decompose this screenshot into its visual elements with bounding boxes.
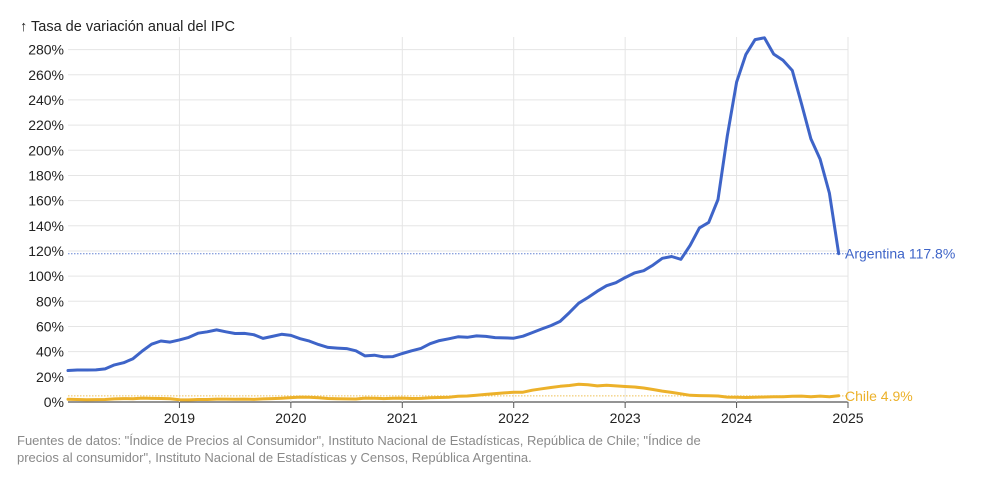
source-note: Fuentes de datos: "Índice de Precios al …: [17, 433, 701, 465]
y-tick-label: 120%: [28, 243, 64, 259]
y-tick-label: 60%: [36, 318, 64, 334]
y-tick-label: 240%: [28, 92, 64, 108]
y-tick-label: 80%: [36, 293, 64, 309]
y-tick-labels: 0% 20% 40% 60% 80% 100% 120% 140% 160% 180% 200% 22…: [28, 42, 64, 410]
chile-end-label: Chile 4.9%: [845, 388, 913, 404]
argentina-end-label: Argentina 117.8%: [845, 246, 955, 262]
x-tick-label: 2019: [164, 410, 195, 426]
x-tick-label: 2022: [498, 410, 529, 426]
y-tick-label: 20%: [36, 369, 64, 385]
y-tick-label: 0%: [44, 394, 64, 410]
y-tick-label: 140%: [28, 218, 64, 234]
inflation-line-chart: ↑ Tasa de variación anual del IPC 0% 20% 4…: [20, 19, 955, 426]
argentina-series-line: [66, 36, 841, 372]
end-labels: Argentina 117.8% Chile 4.9%: [845, 246, 955, 404]
y-tick-label: 180%: [28, 167, 64, 183]
x-tick-labels: 2019 2020 2021 2022 2023 2024 2025: [164, 410, 864, 426]
x-tick-label: 2021: [387, 410, 418, 426]
y-tick-label: 40%: [36, 344, 64, 360]
gridlines: [68, 37, 849, 408]
series-lines: [66, 36, 841, 402]
y-tick-label: 220%: [28, 117, 64, 133]
y-tick-label: 260%: [28, 67, 64, 83]
y-tick-label: 200%: [28, 142, 64, 158]
y-axis-label: ↑ Tasa de variación anual del IPC: [20, 19, 235, 35]
x-tick-label: 2024: [721, 410, 752, 426]
reference-lines: [68, 253, 848, 397]
x-tick-label: 2020: [275, 410, 306, 426]
x-tick-label: 2023: [610, 410, 641, 426]
y-tick-label: 160%: [28, 193, 64, 209]
x-tick-label: 2025: [832, 410, 863, 426]
chile-series-line: [66, 382, 841, 402]
y-tick-label: 100%: [28, 268, 64, 284]
y-tick-label: 280%: [28, 42, 64, 58]
